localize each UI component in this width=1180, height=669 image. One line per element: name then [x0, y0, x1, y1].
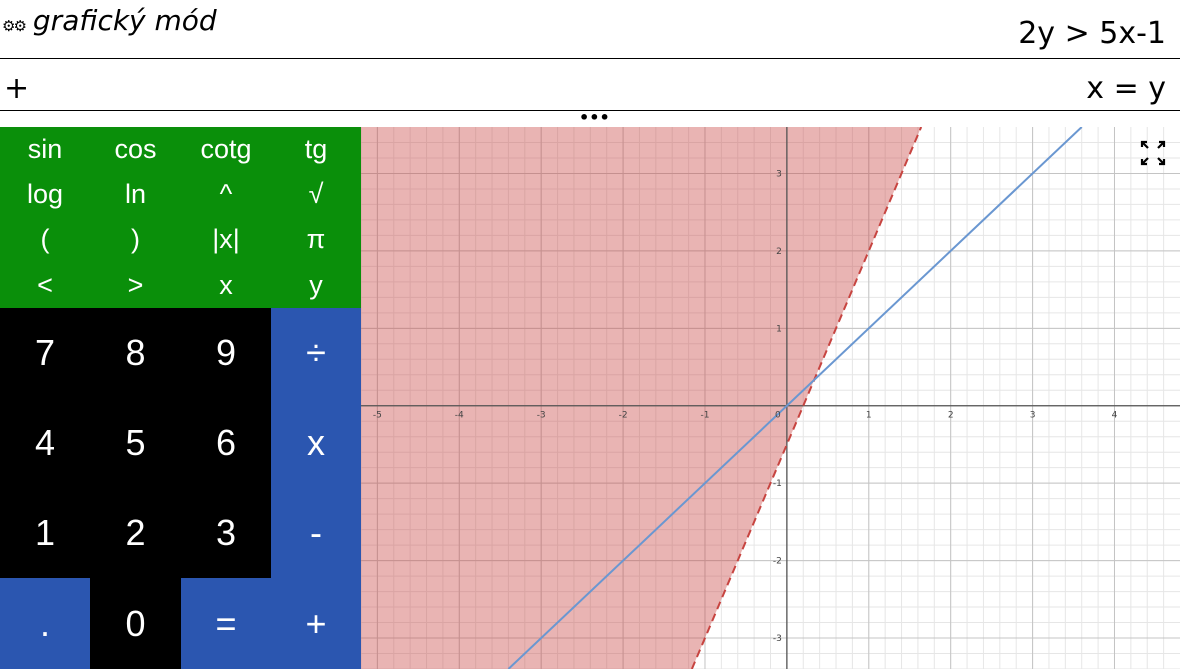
key-fn-0-3[interactable]: tg	[271, 127, 361, 172]
key-num-3-0[interactable]: .	[0, 578, 90, 669]
key-fn-1-0[interactable]: log	[0, 172, 90, 216]
expression-row: + x = y	[0, 59, 1180, 111]
key-num-2-3[interactable]: -	[271, 488, 361, 578]
key-num-2-0[interactable]: 1	[0, 488, 90, 578]
x-tick-label: 1	[866, 411, 872, 421]
graph-area[interactable]: -5 -4 -3 -2 -1 0 1 2 3 4 3 2 1 -1 -2 -3	[361, 127, 1180, 669]
key-fn-3-3[interactable]: y	[271, 262, 361, 308]
y-tick-label: 1	[776, 324, 782, 334]
key-num-2-2[interactable]: 3	[181, 488, 271, 578]
inequality-region	[361, 127, 922, 669]
key-fn-2-1[interactable]: )	[90, 216, 181, 262]
add-expression-button[interactable]: +	[4, 71, 30, 106]
key-fn-0-2[interactable]: cotg	[181, 127, 271, 172]
y-tick-label: 3	[776, 169, 782, 179]
key-num-1-0[interactable]: 4	[0, 398, 90, 488]
header-bar: ⚙⚙ grafický mód 2y > 5x-1	[0, 0, 1180, 59]
gear-icon[interactable]: ⚙⚙	[2, 16, 27, 35]
key-fn-1-2[interactable]: ^	[181, 172, 271, 216]
expression-1[interactable]: 2y > 5x-1	[1018, 16, 1166, 51]
key-num-3-1[interactable]: 0	[90, 578, 181, 669]
key-fn-0-1[interactable]: cos	[90, 127, 181, 172]
key-num-3-3[interactable]: +	[271, 578, 361, 669]
key-num-0-2[interactable]: 9	[181, 308, 271, 398]
resize-handle-icon[interactable]: •••	[579, 108, 610, 127]
calculator-keypad: sin cos cotg tg log ln ^ √() |x| π < > x y 7 8 9 ÷ 4 5 6 x 1 2 3…	[0, 127, 361, 669]
key-fn-3-2[interactable]: x	[181, 262, 271, 308]
x-tick-label: -2	[619, 411, 628, 421]
key-num-0-0[interactable]: 7	[0, 308, 90, 398]
x-tick-label: -1	[700, 411, 709, 421]
key-fn-1-3[interactable]: √	[271, 172, 361, 216]
y-tick-label: 2	[776, 247, 782, 257]
y-tick-label: -3	[773, 634, 782, 644]
y-tick-label: -1	[773, 479, 782, 489]
x-tick-label: 3	[1030, 411, 1036, 421]
mode-label[interactable]: grafický mód	[32, 4, 217, 37]
y-tick-label: -2	[773, 557, 782, 567]
x-tick-label: -4	[455, 411, 464, 421]
x-tick-label: -5	[373, 411, 382, 421]
key-fn-0-0[interactable]: sin	[0, 127, 90, 172]
key-num-1-2[interactable]: 6	[181, 398, 271, 488]
key-num-1-1[interactable]: 5	[90, 398, 181, 488]
key-num-0-1[interactable]: 8	[90, 308, 181, 398]
key-fn-2-3[interactable]: π	[271, 216, 361, 262]
x-tick-label: 4	[1112, 411, 1118, 421]
key-fn-2-2[interactable]: |x|	[181, 216, 271, 262]
fullscreen-icon[interactable]	[1140, 140, 1166, 166]
key-fn-2-0[interactable]: (	[0, 216, 90, 262]
inequality-boundary	[690, 127, 923, 669]
x-tick-label: -3	[537, 411, 546, 421]
key-fn-1-1[interactable]: ln	[90, 172, 181, 216]
x-tick-label: 0	[775, 411, 781, 421]
key-fn-3-0[interactable]: <	[0, 262, 90, 308]
graph-canvas[interactable]: -5 -4 -3 -2 -1 0 1 2 3 4 3 2 1 -1 -2 -3	[361, 127, 1180, 669]
key-fn-3-1[interactable]: >	[90, 262, 181, 308]
expression-2[interactable]: x = y	[1086, 71, 1166, 106]
key-num-3-2[interactable]: =	[181, 578, 271, 669]
x-tick-label: 2	[948, 411, 954, 421]
mode-toggle[interactable]: ⚙⚙ grafický mód	[2, 4, 217, 37]
line-x-equals-y	[507, 127, 1083, 669]
key-num-0-3[interactable]: ÷	[271, 308, 361, 398]
key-num-2-1[interactable]: 2	[90, 488, 181, 578]
key-num-1-3[interactable]: x	[271, 398, 361, 488]
